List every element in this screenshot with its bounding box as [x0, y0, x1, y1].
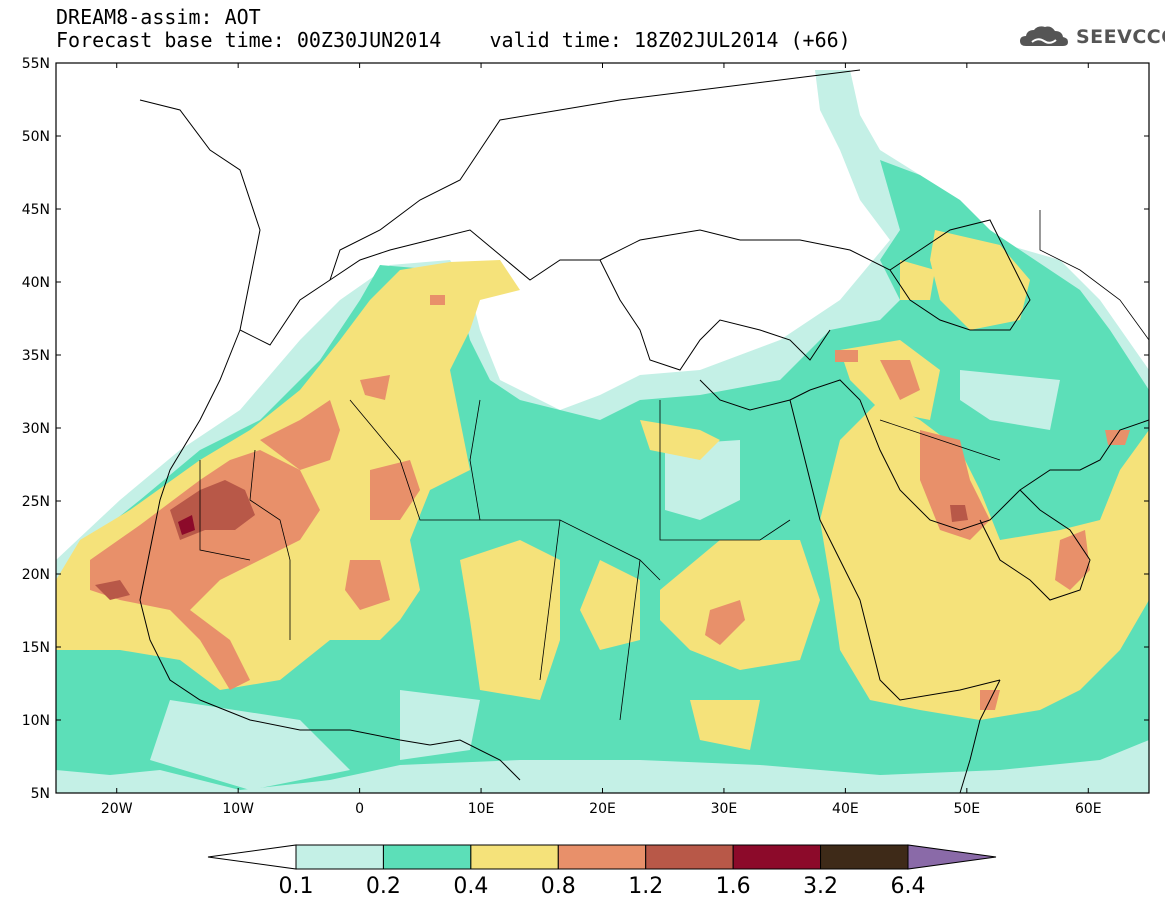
product-title: DREAM8-assim: AOT: [56, 5, 261, 29]
lon-tick-label: 10E: [468, 801, 495, 817]
lat-tick-label: 45N: [22, 202, 50, 218]
lat-tick-label: 5N: [31, 786, 50, 802]
lat-tick-label: 55N: [22, 56, 50, 72]
base-time: Forecast base time: 00Z30JUN2014: [56, 28, 442, 52]
colorbar-level-label: 6.4: [891, 874, 926, 899]
lat-tick-label: 25N: [22, 494, 50, 510]
lat-tick-label: 30N: [22, 421, 50, 437]
aot-clear-patches: [150, 370, 1060, 790]
lat-tick-label: 10N: [22, 713, 50, 729]
time-line: Forecast base time: 00Z30JUN2014 valid t…: [56, 29, 851, 51]
lat-tick-label: 20N: [22, 567, 50, 583]
colorbar-level-label: 0.2: [366, 874, 401, 899]
coastlines: [139, 69, 1149, 793]
colorbar-segment: [295, 844, 384, 870]
aot-field: [56, 63, 1149, 793]
colorbar-level-label: 0.4: [453, 874, 488, 899]
colorbar-segment: [732, 844, 822, 870]
colorbar-upper-extend: [907, 844, 997, 870]
valid-time: valid time: 18Z02JUL2014 (+66): [489, 28, 851, 52]
colorbar-level-label: 0.1: [279, 874, 314, 899]
lon-tick-label: 30E: [711, 801, 738, 817]
colorbar: 0.1 0.2 0.4 0.8 1.2 1.6 3.2 6.4: [207, 844, 997, 899]
lon-tick-label: 50E: [953, 801, 980, 817]
colorbar-lower-extend: [207, 844, 297, 870]
colorbar-level-label: 1.6: [716, 874, 751, 899]
colorbar-segment: [470, 844, 559, 870]
lon-tick-label: 0: [355, 801, 364, 817]
lon-tick-label: 60E: [1075, 801, 1102, 817]
lat-tick-label: 50N: [22, 129, 50, 145]
lon-tick-label: 20W: [101, 801, 133, 817]
logo-text: SEEVCCC: [1076, 26, 1165, 48]
lat-tick-label: 35N: [22, 348, 50, 364]
colorbar-segment: [557, 844, 647, 870]
latitude-axis: 5N 10N 15N 20N 25N 30N 35N 40N 45N 50N 55N: [22, 56, 1149, 802]
cloud-logo-icon: [1020, 26, 1068, 46]
colorbar-level-label: 0.8: [541, 874, 576, 899]
lon-tick-label: 40E: [832, 801, 859, 817]
lat-tick-label: 40N: [22, 275, 50, 291]
aot-high-layer: [90, 295, 1130, 710]
lon-tick-label: 10W: [222, 801, 254, 817]
colorbar-segment: [820, 844, 909, 870]
longitude-axis: 20W 10W 0 10E 20E 30E 40E 50E 60E: [101, 63, 1102, 817]
aot-extreme-layer: [178, 515, 195, 535]
lat-tick-label: 15N: [22, 640, 50, 656]
colorbar-level-label: 3.2: [803, 874, 838, 899]
colorbar-segment: [382, 844, 472, 870]
colorbar-segment: [645, 844, 734, 870]
lon-tick-label: 20E: [589, 801, 616, 817]
colorbar-level-label: 1.2: [628, 874, 663, 899]
country-borders: [199, 210, 1149, 721]
